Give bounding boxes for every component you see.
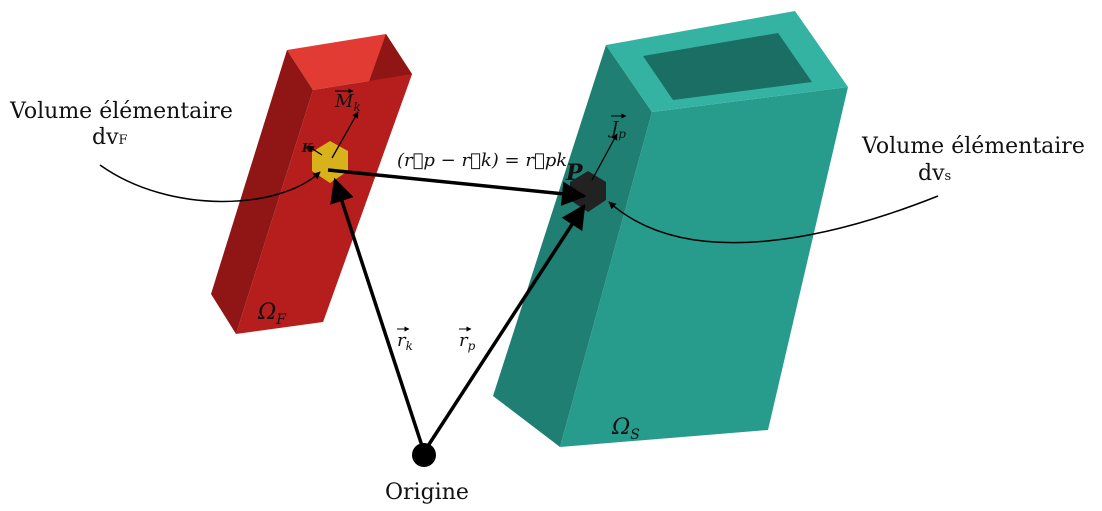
label-volume-left: Volume élémentaire [9,99,233,124]
label-volume-right: Volume élémentaire [861,134,1085,159]
origin-point [412,443,436,467]
label-dv-left: dvF [92,125,128,150]
teal-tube-opening [643,33,812,100]
red-bar-omega-f [211,34,412,334]
vector-mk [331,111,359,159]
vector-k-small [307,145,323,156]
vector-rp [422,203,586,453]
pointer-line-left [99,164,321,203]
pointer-line-right [608,195,939,244]
label-vec-m: Mk [334,91,361,114]
red-bar-main-face [236,74,412,334]
label-point-k: K [301,141,313,155]
label-origin: Origine [385,480,469,505]
label-dv-right: dvs [918,161,951,186]
teal-tube-omega-s [493,11,848,447]
label-point-p: P [565,160,584,186]
label-vec-j: Jp [607,118,626,141]
vector-jp [591,133,618,181]
vector-rpk [327,168,587,206]
label-formula: (r⃗p − r⃗k) = r⃗pk [397,150,567,171]
label-omega-f: ΩF [257,300,287,328]
red-bar-front-face [211,50,313,334]
label-vec-rk: rk [397,330,413,353]
teal-tube-main-face [560,87,848,447]
teal-tube-front-face [493,45,652,447]
label-vec-rp: rp [459,330,476,353]
label-omega-s: ΩS [611,415,640,443]
vector-rk [330,177,426,453]
